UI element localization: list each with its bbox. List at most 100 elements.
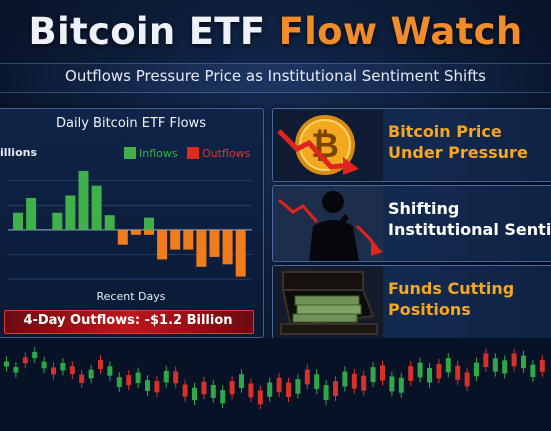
candle-body-45	[427, 367, 432, 383]
candle-body-40	[380, 365, 385, 381]
candle-body-28	[267, 382, 273, 397]
bar-inflows-5	[78, 170, 89, 230]
legend-outflows-label: Outflows	[202, 147, 251, 160]
candle-body-35	[333, 381, 338, 397]
candle-body-7	[69, 366, 75, 375]
candle-body-34	[323, 385, 329, 401]
chart-y-axis-label: illions	[0, 146, 38, 159]
candle-body-9	[88, 369, 94, 379]
card-institutional-sentiment: Shifting Institutional Sentiment	[272, 185, 551, 262]
bar-inflows-4	[65, 195, 76, 230]
bar-inflows-6	[91, 185, 102, 230]
candle-body-49	[464, 372, 470, 387]
chart-panel	[0, 108, 264, 338]
bar-outflows-15	[209, 229, 220, 257]
bitcoin-coin-icon: ₿	[273, 109, 383, 181]
candle-body-44	[417, 362, 423, 378]
title-white-part: Bitcoin ETF	[28, 10, 266, 53]
candle-body-31	[295, 379, 301, 394]
candle-body-15	[145, 380, 150, 392]
candle-body-38	[361, 375, 367, 391]
card-sentiment-line2: Institutional Sentiment	[388, 220, 551, 239]
bar-outflows-14	[196, 229, 207, 267]
card-funds-cutting: Funds Cutting Positions	[272, 265, 551, 339]
candle-body-3	[32, 351, 38, 359]
cash-briefcase-icon	[273, 266, 383, 338]
candle-body-30	[286, 382, 291, 398]
card-sentiment-text: Shifting Institutional Sentiment	[388, 198, 551, 240]
bar-outflows-10	[144, 229, 154, 235]
bar-outflows-8	[117, 229, 128, 245]
bar-chart	[8, 170, 252, 280]
bar-outflows-13	[183, 229, 194, 250]
candle-body-8	[79, 374, 85, 383]
legend-outflows: Outflows	[187, 147, 250, 160]
title-orange-part: Flow Watch	[278, 10, 523, 53]
candle-body-55	[521, 355, 526, 369]
candle-body-54	[511, 353, 517, 367]
candle-body-24	[229, 381, 235, 395]
bar-outflows-16	[222, 229, 233, 265]
card-funds-text: Funds Cutting Positions	[388, 278, 514, 320]
page-subtitle: Outflows Pressure Price as Institutional…	[65, 67, 486, 85]
candle-body-12	[116, 377, 122, 387]
candle-body-52	[492, 358, 498, 372]
candle-body-13	[126, 375, 132, 386]
bar-inflows-3	[52, 212, 63, 230]
candle-body-39	[370, 367, 376, 383]
candle-body-22	[210, 384, 216, 398]
candle-body-51	[483, 353, 489, 367]
candle-body-23	[220, 390, 226, 404]
bar-inflows-1	[26, 197, 37, 230]
bar-inflows-7	[104, 215, 115, 230]
candle-body-33	[314, 374, 320, 390]
total-outflows-text: 4-Day Outflows: -$1.2 Billion	[23, 313, 233, 328]
candle-body-27	[257, 390, 263, 405]
candle-body-53	[502, 360, 508, 374]
card-sentiment-line1: Shifting	[388, 199, 460, 218]
candle-body-41	[389, 376, 395, 392]
candle-body-43	[408, 366, 414, 381]
card-bitcoin-price-text: Bitcoin Price Under Pressure	[388, 121, 528, 163]
candle-body-16	[154, 381, 160, 393]
candle-body-4	[41, 361, 47, 369]
legend-inflows-label: Inflows	[139, 147, 178, 160]
candle-body-2	[22, 357, 28, 364]
candle-body-6	[60, 363, 66, 371]
candle-body-17	[163, 370, 169, 383]
bar-outflows-11	[157, 229, 168, 260]
card-bitcoin-price: ₿ Bitcoin Price Under Pressure	[272, 108, 551, 182]
candle-body-21	[201, 381, 207, 395]
candle-body-29	[276, 377, 282, 393]
candle-body-10	[98, 360, 103, 370]
candle-body-18	[173, 371, 179, 384]
candle-body-50	[474, 362, 479, 377]
card-funds-line1: Funds Cutting	[388, 279, 515, 298]
candle-body-32	[304, 369, 310, 385]
candle-body-14	[135, 372, 141, 384]
legend-inflows-swatch	[124, 147, 136, 159]
bar-outflows-12	[170, 229, 181, 250]
total-outflows-banner	[4, 310, 254, 334]
candle-body-26	[248, 383, 254, 398]
card-bitcoin-price-line2: Under Pressure	[388, 143, 528, 162]
candle-body-5	[51, 367, 56, 375]
bar-outflows-17	[235, 229, 246, 277]
candle-body-56	[530, 364, 536, 378]
legend-inflows: Inflows	[124, 147, 178, 160]
bar-inflows-0	[13, 212, 23, 230]
bar-outflows-9	[130, 229, 141, 235]
candle-body-20	[192, 387, 197, 401]
candle-body-46	[436, 363, 442, 379]
chart-x-axis-label: Recent Days	[96, 290, 166, 303]
bar-inflows-10	[144, 217, 154, 230]
candle-body-57	[539, 359, 545, 372]
candle-body-1	[13, 367, 19, 373]
candle-body-42	[398, 377, 404, 393]
page-title: Bitcoin ETF Flow Watch	[0, 10, 551, 53]
candle-body-25	[239, 374, 244, 388]
candle-body-37	[351, 373, 357, 389]
businessman-silhouette-icon	[273, 186, 383, 261]
legend-outflows-swatch	[187, 147, 199, 159]
candle-body-36	[342, 371, 348, 387]
